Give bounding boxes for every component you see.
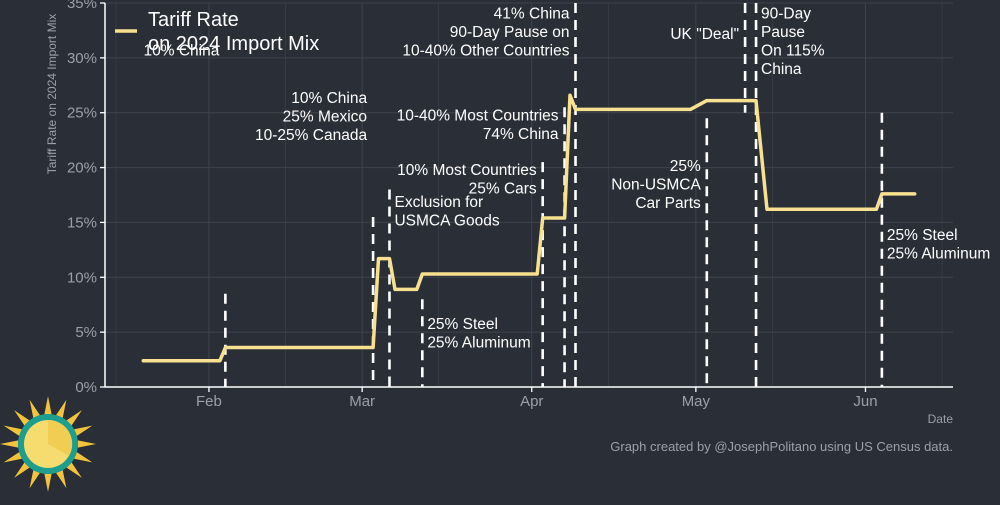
sun-ray <box>77 440 96 448</box>
y-tick-label: 35% <box>67 0 97 12</box>
event-label-line: 10-25% Canada <box>255 127 367 144</box>
sun-logo-icon <box>0 396 96 492</box>
sun-ray <box>14 462 30 478</box>
sun-ray <box>66 410 82 426</box>
event-label-5: 10% Most Countries 25% Cars <box>397 162 537 198</box>
sun-ray <box>3 425 22 436</box>
legend: Tariff Rate on 2024 Import Mix <box>115 9 319 55</box>
event-label-8: 25% Non-USMCA Car Parts <box>611 158 701 212</box>
grid-layer <box>105 2 953 387</box>
event-label-line: 10-40% Most Countries <box>397 107 559 124</box>
sun-ray <box>74 452 93 463</box>
event-label-line: 10-40% Other Countries <box>402 42 569 59</box>
series-line-1 <box>141 93 917 363</box>
event-label-line: China <box>761 61 802 78</box>
sun-ray <box>56 399 67 418</box>
event-label-11: 25% Steel 25% Aluminum <box>887 227 990 263</box>
sun-ray <box>0 440 19 448</box>
event-label-line: 90-Day <box>761 5 811 22</box>
sun-ray <box>66 462 82 478</box>
x-axis-title: Date <box>928 412 954 426</box>
y-tick-label: 15% <box>67 214 97 231</box>
event-label-line: 25% Steel <box>427 316 498 333</box>
event-label-line: 25% Mexico <box>283 108 367 125</box>
x-tick-label: May <box>682 393 711 410</box>
event-label-line: Pause <box>761 24 805 41</box>
sun-ray <box>14 410 30 426</box>
sun-ray <box>29 470 40 489</box>
y-tick-label: 25% <box>67 105 97 122</box>
event-label-4: 25% Steel 25% Aluminum <box>427 316 530 352</box>
event-label-line: UK "Deal" <box>670 26 739 43</box>
event-label-3: Exclusion for USMCA Goods <box>394 194 499 230</box>
event-label-7: 41% China 90-Day Pause on 10-40% Other Cou… <box>402 5 570 59</box>
event-label-line: 10% Most Countries <box>397 162 537 179</box>
series-layer <box>141 93 917 363</box>
sun-ray <box>3 452 22 463</box>
event-label-line: 41% China <box>494 5 570 22</box>
event-label-9: UK "Deal" <box>670 26 739 43</box>
event-label-2: 10% China 25% Mexico 10-25% Canada <box>255 90 367 144</box>
y-tick-label: 0% <box>75 379 97 396</box>
sun-ray <box>44 396 52 415</box>
event-label-line: 10% China <box>291 90 367 107</box>
event-label-1: 10% China <box>144 43 220 60</box>
x-tick-label: Jun <box>853 393 877 410</box>
event-label-line: Car Parts <box>635 195 701 212</box>
event-label-line: 25% <box>670 158 701 175</box>
logo-sun-wedge <box>48 419 73 456</box>
sun-ray <box>74 425 93 436</box>
event-label-line: 25% Cars <box>469 181 537 198</box>
y-tick-label: 20% <box>67 160 97 177</box>
legend-label-line: Tariff Rate <box>148 9 239 31</box>
sun-ray <box>29 399 40 418</box>
event-label-6: 10-40% Most Countries 74% China <box>397 107 559 143</box>
y-tick-label: 10% <box>67 269 97 286</box>
event-label-line: 90-Day Pause on <box>450 24 570 41</box>
x-tick-label: Feb <box>196 393 222 410</box>
y-tick-label: 30% <box>67 50 97 67</box>
event-label-10: 90-Day Pause On 115% China <box>761 5 825 78</box>
legend-label-line: on 2024 Import Mix <box>148 33 319 55</box>
event-label-line: On 115% <box>761 42 825 59</box>
x-tick-label: Mar <box>349 393 375 410</box>
event-label-line: Non-USMCA <box>611 176 701 193</box>
y-tick-label: 5% <box>75 324 97 341</box>
event-label-line: 74% China <box>483 126 559 143</box>
event-label-line: 25% Steel <box>887 227 958 244</box>
event-label-line: Exclusion for <box>394 194 483 211</box>
event-label-line: 25% Aluminum <box>427 334 530 351</box>
event-label-line: USMCA Goods <box>394 213 499 230</box>
sun-ray <box>44 473 52 492</box>
event-label-line: 10% China <box>144 43 220 60</box>
legend-label: Tariff Rate on 2024 Import Mix <box>148 9 319 55</box>
axis-layer: 0% 5% 10% 15% 20% 25% 30% 35% Feb Mar Apr May Jun <box>67 0 953 410</box>
y-axis-title: Tariff Rate on 2024 Import Mix <box>45 14 59 175</box>
sun-ray <box>56 470 67 489</box>
source-credit: Graph created by @JosephPolitano using U… <box>610 439 953 454</box>
event-label-line: 25% Aluminum <box>887 245 990 262</box>
x-tick-label: Apr <box>520 393 543 410</box>
